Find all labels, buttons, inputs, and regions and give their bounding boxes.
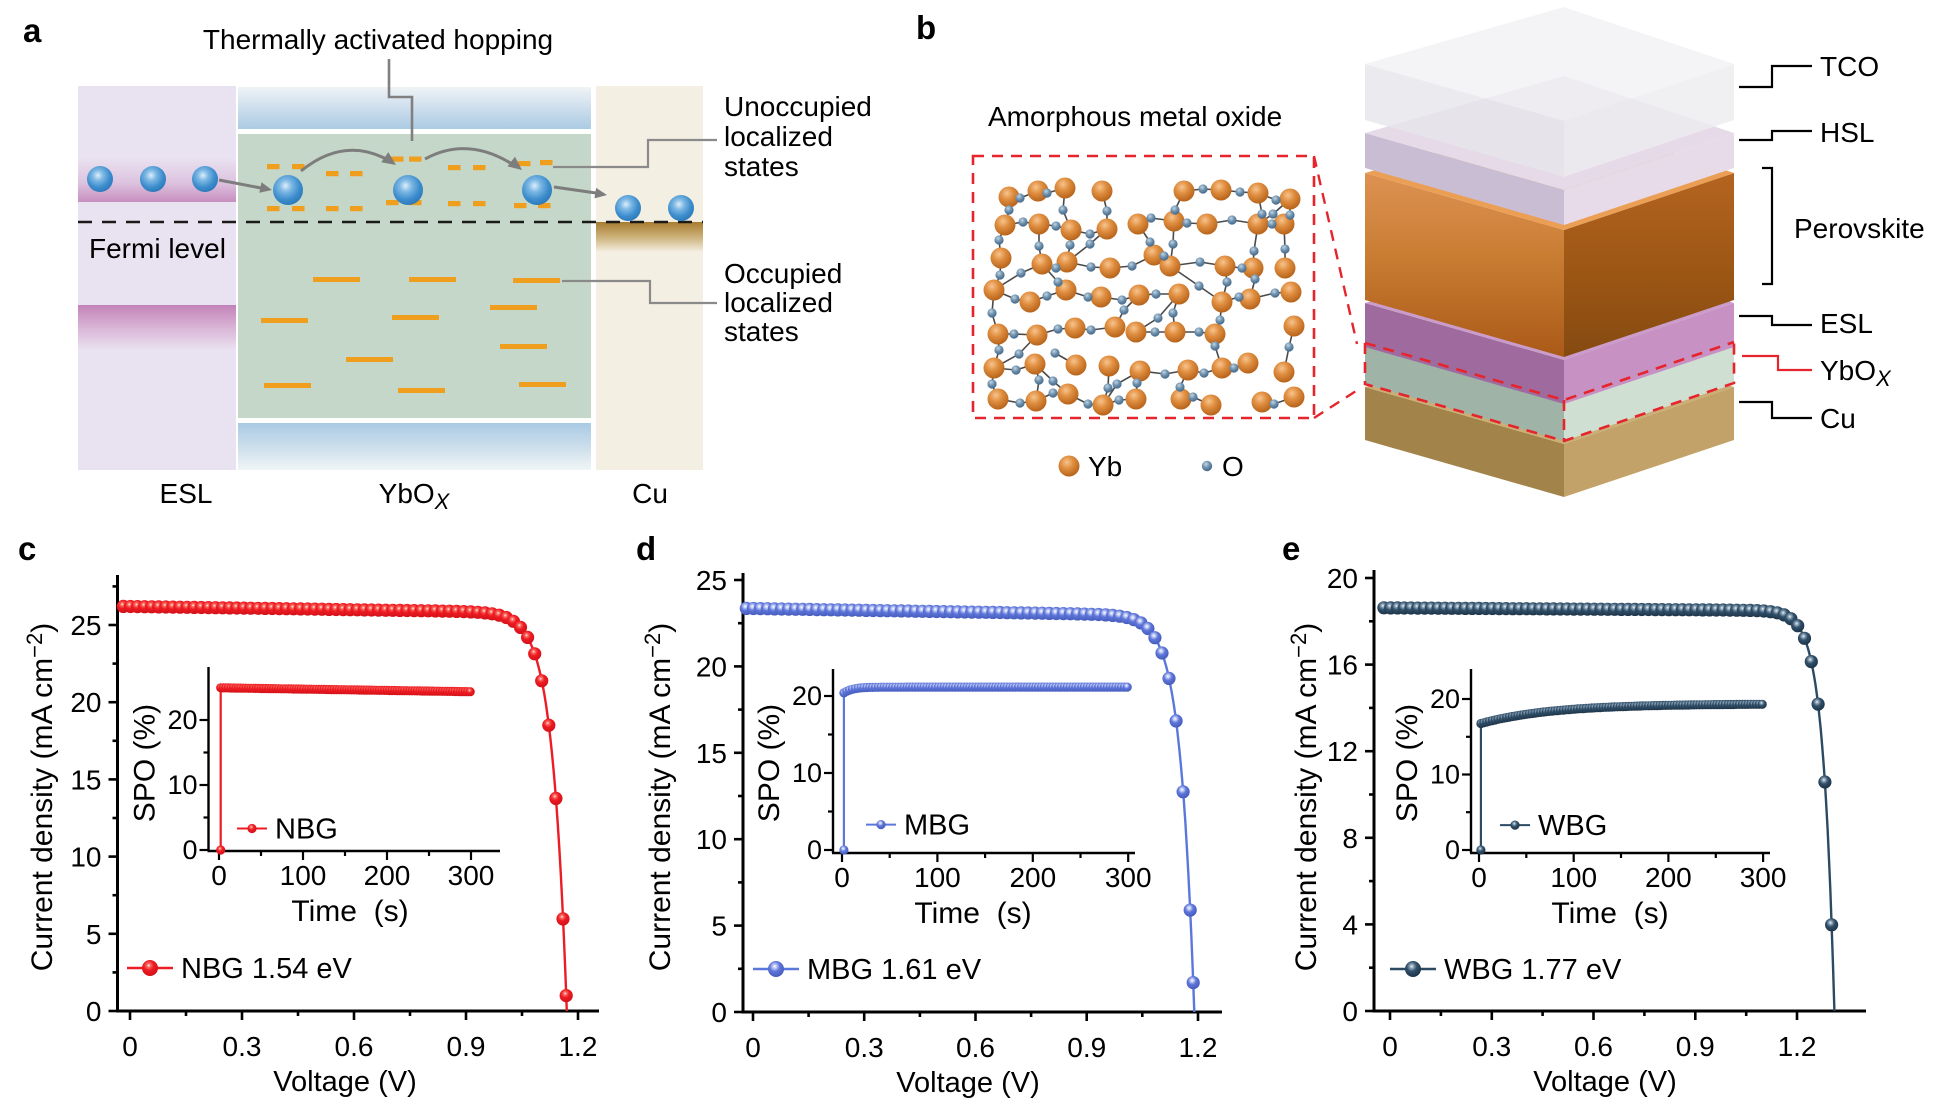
svg-text:Cu: Cu (1820, 403, 1856, 434)
svg-text:0.6: 0.6 (956, 1032, 995, 1063)
svg-text:SPO (%): SPO (%) (1391, 704, 1424, 822)
svg-text:0.9: 0.9 (1067, 1032, 1106, 1063)
svg-text:d: d (636, 530, 656, 567)
svg-text:200: 200 (1645, 862, 1692, 893)
svg-text:16: 16 (1327, 650, 1358, 681)
svg-text:0: 0 (1382, 1031, 1398, 1062)
svg-text:0.6: 0.6 (1574, 1031, 1613, 1062)
svg-text:localized: localized (724, 121, 833, 152)
svg-text:Occupied: Occupied (724, 258, 842, 289)
svg-text:100: 100 (914, 862, 961, 893)
svg-text:states: states (724, 151, 799, 182)
svg-text:e: e (1282, 530, 1300, 567)
svg-text:200: 200 (364, 860, 411, 891)
svg-text:MBG: MBG (904, 810, 970, 842)
svg-text:0.9: 0.9 (1676, 1031, 1715, 1062)
svg-text:Time (s): Time (s) (1551, 897, 1668, 930)
svg-text:5: 5 (86, 919, 102, 950)
svg-text:0: 0 (711, 997, 727, 1028)
svg-text:0.9: 0.9 (447, 1031, 486, 1062)
svg-text:0.3: 0.3 (845, 1032, 884, 1063)
svg-text:localized: localized (724, 287, 833, 318)
svg-text:0.3: 0.3 (1472, 1031, 1511, 1062)
svg-text:NBG: NBG (275, 814, 338, 846)
svg-text:Current density (mA cm−2): Current density (mA cm−2) (22, 623, 59, 972)
svg-text:Cu: Cu (632, 478, 668, 509)
svg-text:SPO (%): SPO (%) (753, 704, 786, 822)
svg-text:0: 0 (1445, 835, 1460, 865)
svg-text:Amorphous metal oxide: Amorphous metal oxide (988, 101, 1282, 132)
svg-text:WBG 1.77 eV: WBG 1.77 eV (1444, 954, 1622, 986)
svg-text:1.2: 1.2 (558, 1031, 597, 1062)
svg-text:b: b (916, 9, 936, 46)
svg-text:12: 12 (1327, 736, 1358, 767)
svg-text:10: 10 (70, 842, 101, 873)
svg-text:Voltage (V): Voltage (V) (1533, 1066, 1676, 1098)
svg-text:300: 300 (448, 860, 495, 891)
svg-text:ESL: ESL (1820, 308, 1873, 339)
svg-text:25: 25 (696, 565, 727, 596)
svg-text:Current density (mA cm−2): Current density (mA cm−2) (640, 623, 677, 972)
svg-text:0: 0 (211, 860, 227, 891)
svg-text:HSL: HSL (1820, 117, 1874, 148)
svg-text:200: 200 (1009, 862, 1056, 893)
svg-text:0: 0 (1342, 996, 1358, 1027)
svg-text:YbOX: YbOX (379, 478, 451, 514)
svg-text:20: 20 (696, 651, 727, 682)
svg-text:1.2: 1.2 (1778, 1031, 1817, 1062)
svg-text:0: 0 (1471, 862, 1487, 893)
svg-text:1.2: 1.2 (1178, 1032, 1217, 1063)
svg-text:NBG 1.54 eV: NBG 1.54 eV (181, 953, 353, 985)
svg-text:0: 0 (182, 835, 197, 865)
svg-text:Perovskite: Perovskite (1794, 213, 1925, 244)
svg-text:10: 10 (792, 758, 822, 788)
svg-text:SPO (%): SPO (%) (129, 704, 162, 822)
svg-text:c: c (18, 530, 36, 567)
svg-text:20: 20 (1327, 563, 1358, 594)
svg-text:Voltage (V): Voltage (V) (896, 1067, 1039, 1099)
svg-text:TCO: TCO (1820, 51, 1879, 82)
svg-text:100: 100 (280, 860, 327, 891)
svg-text:Time (s): Time (s) (914, 897, 1031, 930)
svg-text:Yb: Yb (1088, 451, 1122, 482)
svg-text:Current density (mA cm−2): Current density (mA cm−2) (1286, 623, 1323, 972)
svg-text:states: states (724, 316, 799, 347)
svg-text:15: 15 (70, 764, 101, 795)
svg-text:20: 20 (70, 687, 101, 718)
svg-text:10: 10 (1430, 760, 1460, 790)
svg-text:MBG 1.61 eV: MBG 1.61 eV (807, 954, 982, 986)
svg-text:a: a (23, 12, 42, 49)
svg-text:15: 15 (696, 738, 727, 769)
svg-text:0.6: 0.6 (335, 1031, 374, 1062)
svg-text:300: 300 (1740, 862, 1787, 893)
svg-text:ESL: ESL (160, 478, 213, 509)
svg-text:0.3: 0.3 (223, 1031, 262, 1062)
svg-text:O: O (1222, 451, 1244, 482)
svg-text:Time (s): Time (s) (291, 895, 408, 928)
svg-text:0: 0 (834, 862, 850, 893)
svg-text:Voltage (V): Voltage (V) (273, 1066, 416, 1098)
svg-text:Unoccupied: Unoccupied (724, 91, 872, 122)
svg-text:WBG: WBG (1538, 810, 1607, 842)
svg-text:100: 100 (1550, 862, 1597, 893)
svg-text:5: 5 (711, 911, 727, 942)
svg-text:Thermally activated hopping: Thermally activated hopping (203, 24, 553, 55)
svg-text:0: 0 (807, 835, 822, 865)
svg-text:0: 0 (122, 1031, 138, 1062)
svg-text:20: 20 (792, 681, 822, 711)
svg-text:10: 10 (167, 770, 197, 800)
svg-text:8: 8 (1342, 823, 1358, 854)
svg-text:0: 0 (745, 1032, 761, 1063)
svg-text:25: 25 (70, 610, 101, 641)
svg-text:20: 20 (1430, 684, 1460, 714)
svg-text:4: 4 (1342, 909, 1358, 940)
svg-text:YbOX: YbOX (1820, 355, 1892, 391)
svg-text:0: 0 (86, 996, 102, 1027)
svg-text:Fermi level: Fermi level (89, 233, 226, 264)
svg-text:10: 10 (696, 824, 727, 855)
svg-text:300: 300 (1105, 862, 1152, 893)
svg-text:20: 20 (167, 705, 197, 735)
